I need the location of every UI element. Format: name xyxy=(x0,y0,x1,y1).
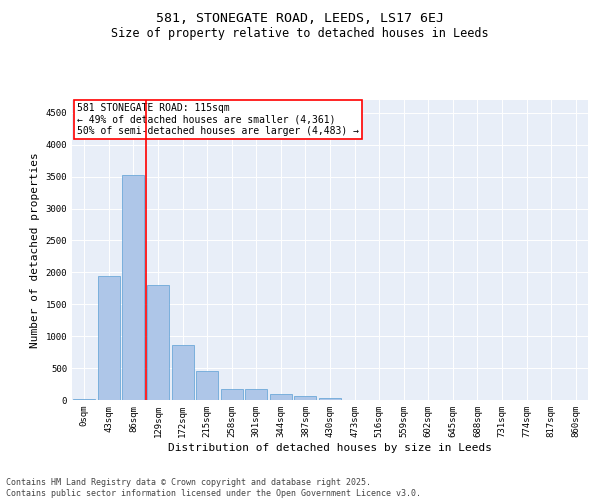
Bar xyxy=(245,390,268,400)
X-axis label: Distribution of detached houses by size in Leeds: Distribution of detached houses by size … xyxy=(168,442,492,452)
Y-axis label: Number of detached properties: Number of detached properties xyxy=(30,152,40,348)
Bar xyxy=(319,398,341,400)
Bar xyxy=(270,394,292,400)
Bar xyxy=(295,396,316,400)
Bar xyxy=(147,285,169,400)
Text: Size of property relative to detached houses in Leeds: Size of property relative to detached ho… xyxy=(111,28,489,40)
Bar xyxy=(196,372,218,400)
Bar xyxy=(221,389,243,400)
Bar xyxy=(73,398,95,400)
Bar xyxy=(98,276,120,400)
Bar xyxy=(172,346,194,400)
Text: 581 STONEGATE ROAD: 115sqm
← 49% of detached houses are smaller (4,361)
50% of s: 581 STONEGATE ROAD: 115sqm ← 49% of deta… xyxy=(77,103,359,136)
Text: 581, STONEGATE ROAD, LEEDS, LS17 6EJ: 581, STONEGATE ROAD, LEEDS, LS17 6EJ xyxy=(156,12,444,26)
Text: Contains HM Land Registry data © Crown copyright and database right 2025.
Contai: Contains HM Land Registry data © Crown c… xyxy=(6,478,421,498)
Bar xyxy=(122,176,145,400)
